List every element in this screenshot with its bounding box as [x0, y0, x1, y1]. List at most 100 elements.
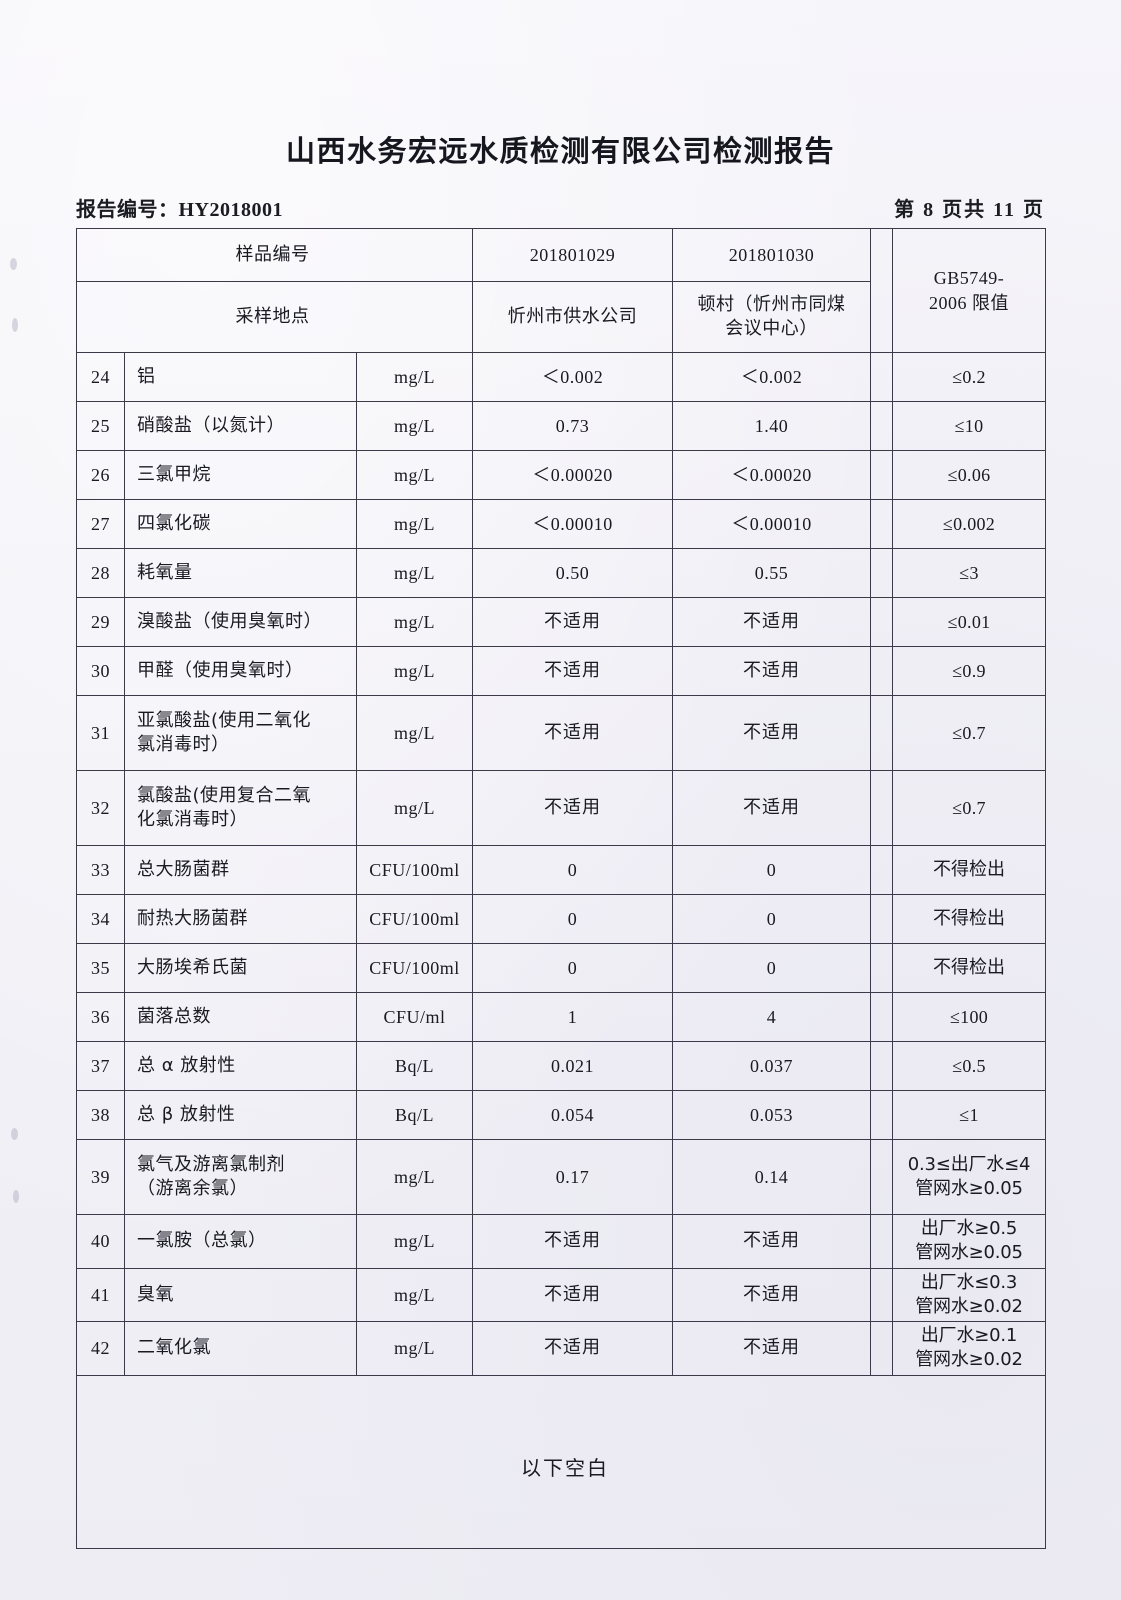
unit-value: mg/L — [394, 1231, 435, 1252]
table-row: 37 总 α 放射性 Bq/L 0.021 0.037 ≤0.5 — [76, 1041, 1047, 1091]
sample-2-value: 0.55 — [754, 562, 789, 583]
sample-1-result: 不适用 — [472, 770, 674, 846]
sample-1-value: 0.054 — [551, 1104, 595, 1125]
parameter-name-line1: 总 α 放射性 — [137, 1054, 236, 1076]
parameter-unit: mg/L — [355, 695, 474, 771]
separator-cell — [870, 770, 894, 846]
limit-value: ≤0.5 — [952, 1055, 986, 1076]
unit-value: CFU/100ml — [369, 957, 460, 978]
sample-1-result: 0.50 — [472, 548, 674, 598]
sample-1-value: 0 — [567, 957, 578, 978]
sample-2-value: 4 — [766, 1006, 777, 1027]
sample-2-value: 不适用 — [743, 1230, 801, 1252]
report-meta: 报告编号：HY2018001 第 8 页共 11 页 — [76, 193, 1045, 222]
sample-2-value: 不适用 — [743, 659, 801, 681]
sample-2-value: 0 — [766, 957, 777, 978]
gb-limit: 出厂水≥0.5 管网水≥0.05 — [892, 1214, 1047, 1269]
parameter-name-line2: （游离余氯） — [137, 1178, 248, 1199]
table-row: 39 氯气及游离氯制剂 （游离余氯） mg/L 0.17 0.14 0.3≤出厂水≤4 管网水… — [76, 1139, 1047, 1215]
table-row: 38 总 β 放射性 Bq/L 0.054 0.053 ≤1 — [76, 1090, 1047, 1140]
row-index-value: 37 — [91, 1055, 110, 1076]
parameter-name-line1: 臭氧 — [137, 1283, 174, 1305]
gb-limit: ≤0.01 — [892, 597, 1047, 647]
sample-2-result: ＜0.00010 — [672, 499, 872, 549]
separator-cell — [870, 1090, 894, 1140]
sample-1-result: 不适用 — [472, 1214, 674, 1269]
table-row: 40 一氯胺（总氯） mg/L 不适用 不适用 出厂水≥0.5 管网水≥0.05 — [76, 1214, 1047, 1269]
table-body: 24 铝 mg/L ＜0.002 ＜0.002 ≤0.2 25 硝酸盐（以氮计） mg/L 0.7… — [76, 352, 1047, 1376]
separator-cell — [870, 597, 894, 647]
limit-value: 不得检出 — [933, 956, 1006, 978]
parameter-name-line1: 总大肠菌群 — [137, 858, 230, 880]
separator-cell — [870, 1139, 894, 1215]
row-index: 24 — [76, 352, 125, 402]
sample-1-result: 0.73 — [472, 401, 674, 451]
table-row: 25 硝酸盐（以氮计） mg/L 0.73 1.40 ≤10 — [76, 401, 1047, 451]
unit-value: mg/L — [394, 660, 435, 681]
table-row: 35 大肠埃希氏菌 CFU/100ml 0 0 不得检出 — [76, 943, 1047, 993]
sample-2-value: 不适用 — [743, 610, 801, 632]
sample-1-value: ＜0.002 — [541, 366, 604, 387]
parameter-name: 耐热大肠菌群 — [124, 894, 357, 944]
table-row: 24 铝 mg/L ＜0.002 ＜0.002 ≤0.2 — [76, 352, 1047, 402]
unit-value: mg/L — [394, 797, 435, 818]
sampling-site-1-line1: 忻州市供水公司 — [507, 305, 638, 327]
limit-value: ≤0.9 — [952, 660, 986, 681]
gb-limit: 不得检出 — [892, 845, 1047, 895]
sample-2-result: 不适用 — [672, 646, 872, 696]
limit-value: ≤0.06 — [947, 464, 991, 485]
separator-cell — [870, 646, 894, 696]
separator-cell — [870, 1214, 894, 1269]
sample-2-result: 0.14 — [672, 1139, 872, 1215]
limit-value: ≤100 — [949, 1006, 989, 1027]
sample-2-value: 0 — [766, 908, 777, 929]
row-index-value: 39 — [91, 1166, 110, 1187]
sample-2-value: ＜0.002 — [740, 366, 803, 387]
sample-1-result: ＜0.00020 — [472, 450, 674, 500]
table-row: 33 总大肠菌群 CFU/100ml 0 0 不得检出 — [76, 845, 1047, 895]
gb-limit: ≤0.9 — [892, 646, 1047, 696]
gb-limit: ≤1 — [892, 1090, 1047, 1140]
gb-limit: 不得检出 — [892, 943, 1047, 993]
sample-2-result: ＜0.002 — [672, 352, 872, 402]
limit-value: ≤0.2 — [952, 366, 986, 387]
parameter-unit: mg/L — [355, 1214, 474, 1269]
parameter-unit: CFU/ml — [355, 992, 474, 1042]
parameter-name: 铝 — [124, 352, 357, 402]
parameter-name: 菌落总数 — [124, 992, 357, 1042]
report-number: 报告编号：HY2018001 — [76, 199, 283, 221]
unit-value: CFU/100ml — [369, 859, 460, 880]
table-row: 30 甲醛（使用臭氧时） mg/L 不适用 不适用 ≤0.9 — [76, 646, 1047, 696]
limit-line2: 管网水≥0.02 — [915, 1295, 1023, 1317]
parameter-unit: mg/L — [355, 597, 474, 647]
parameter-name-line1: 氯酸盐(使用复合二氧 — [137, 784, 312, 806]
limit-line1: 出厂水≥0.1 — [920, 1325, 1018, 1347]
table-row: 36 菌落总数 CFU/ml 1 4 ≤100 — [76, 992, 1047, 1042]
limit-value: ≤1 — [959, 1104, 979, 1125]
gb-limit: ≤100 — [892, 992, 1047, 1042]
parameter-name-line1: 耗氧量 — [137, 561, 193, 583]
sample-1-result: 不适用 — [472, 1267, 674, 1323]
row-index: 32 — [76, 770, 125, 846]
parameter-unit: mg/L — [355, 1139, 474, 1215]
sample-1-value: 1 — [567, 1006, 578, 1027]
table-row: 28 耗氧量 mg/L 0.50 0.55 ≤3 — [76, 548, 1047, 598]
separator-cell — [870, 548, 894, 598]
sample-1-result: 不适用 — [472, 597, 674, 647]
limit-line1: 0.3≤出厂水≤4 — [907, 1153, 1031, 1175]
parameter-name: 溴酸盐（使用臭氧时） — [124, 597, 357, 647]
limit-value: ≤0.7 — [952, 797, 986, 818]
row-index-value: 26 — [91, 464, 110, 485]
parameter-unit: mg/L — [355, 646, 474, 696]
gb-limit: ≤0.06 — [892, 450, 1047, 500]
sample-2-result: 不适用 — [672, 1214, 872, 1269]
limit-value: ≤0.7 — [952, 722, 986, 743]
sample-number-label: 样品编号 — [75, 228, 474, 282]
sample-1-value: 不适用 — [544, 721, 602, 743]
sample-2-value: 0.053 — [750, 1104, 794, 1125]
unit-value: Bq/L — [395, 1104, 435, 1125]
parameter-unit: Bq/L — [355, 1090, 474, 1140]
sample-1-result: 0 — [472, 845, 674, 895]
sampling-site-label: 采样地点 — [75, 281, 474, 353]
parameter-unit: mg/L — [355, 1321, 474, 1376]
